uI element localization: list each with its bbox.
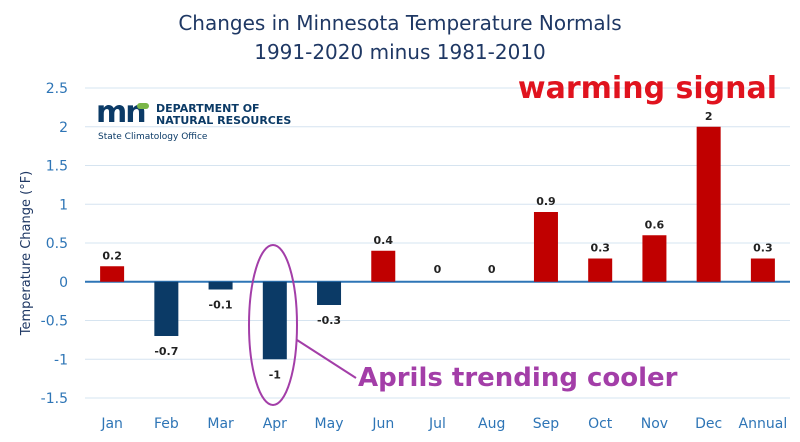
annotation-warming-signal: warming signal xyxy=(518,71,777,106)
y-axis-label: Temperature Change (°F) xyxy=(19,171,34,337)
data-label-sep: 0.9 xyxy=(536,195,556,208)
x-tick-label-may: May xyxy=(315,416,344,432)
bar-jun xyxy=(371,250,396,282)
data-label-aug: 0 xyxy=(488,263,496,276)
data-label-annual: 0.3 xyxy=(753,242,773,255)
chart-title: Changes in Minnesota Temperature Normals xyxy=(178,11,621,35)
bar-jan xyxy=(100,266,125,282)
logo-line1: DEPARTMENT OF xyxy=(156,102,260,115)
y-tick-label: 2.5 xyxy=(46,81,68,97)
bar-feb xyxy=(154,281,179,336)
bar-oct xyxy=(588,258,613,282)
april-highlight-ellipse xyxy=(248,244,298,406)
y-tick-label: 0.5 xyxy=(46,236,68,252)
y-tick-label: 1 xyxy=(59,197,68,213)
data-label-jul: 0 xyxy=(434,263,442,276)
bar-may xyxy=(317,281,342,305)
bar-apr xyxy=(262,281,287,360)
bar-annual xyxy=(750,258,775,282)
april-callout-line xyxy=(296,339,357,379)
x-tick-label-jul: Jul xyxy=(428,416,446,432)
x-tick-label-feb: Feb xyxy=(154,416,179,432)
y-tick-label: -1 xyxy=(54,352,68,368)
x-tick-label-nov: Nov xyxy=(641,416,668,432)
bar-nov xyxy=(642,235,667,282)
data-label-jun: 0.4 xyxy=(374,234,394,247)
data-label-jan: 0.2 xyxy=(102,249,122,262)
data-label-nov: 0.6 xyxy=(645,218,665,231)
y-tick-label: -0.5 xyxy=(41,314,68,330)
x-tick-label-dec: Dec xyxy=(695,416,722,432)
x-tick-label-oct: Oct xyxy=(588,416,613,432)
data-label-may: -0.3 xyxy=(317,314,341,327)
dnr-logo: mn DEPARTMENT OF NATURAL RESOURCES State… xyxy=(96,95,291,142)
x-tick-label-apr: Apr xyxy=(263,416,287,432)
x-tick-label-sep: Sep xyxy=(533,416,560,432)
data-label-oct: 0.3 xyxy=(590,242,610,255)
x-tick-label-mar: Mar xyxy=(207,416,234,432)
annotation-aprils-cooler: Aprils trending cooler xyxy=(358,363,678,393)
x-tick-label-aug: Aug xyxy=(478,416,505,432)
chart-subtitle: 1991-2020 minus 1981-2010 xyxy=(254,40,546,64)
y-axis: 2.5 2 1.5 1 0.5 0 -0.5 -1 -1.5 xyxy=(41,81,68,407)
logo-line3: State Climatology Office xyxy=(98,132,208,142)
bar-dec xyxy=(696,126,721,282)
data-label-apr: -1 xyxy=(269,368,281,381)
y-tick-label: -1.5 xyxy=(41,391,68,407)
x-tick-label-jan: Jan xyxy=(100,416,123,432)
x-axis: Jan Feb Mar Apr May Jun Jul Aug Sep Oct Nov Dec Annu… xyxy=(100,416,787,432)
y-tick-label: 0 xyxy=(59,275,68,291)
x-tick-label-jun: Jun xyxy=(371,416,394,432)
logo-line2: NATURAL RESOURCES xyxy=(156,114,291,127)
y-tick-label: 1.5 xyxy=(46,159,68,175)
logo-mark: mn xyxy=(96,95,145,130)
data-labels: 0.2 -0.7 -0.1 -1 -0.3 0.4 0 0 0.9 0.3 0.6 2 0.3 xyxy=(102,110,772,382)
logo-leaf xyxy=(137,103,149,109)
bars xyxy=(100,126,775,360)
data-label-feb: -0.7 xyxy=(154,345,178,358)
data-label-mar: -0.1 xyxy=(209,299,233,312)
grid xyxy=(85,87,790,399)
data-label-dec: 2 xyxy=(705,110,713,123)
bar-mar xyxy=(208,281,233,290)
x-tick-label-annual: Annual xyxy=(739,416,788,432)
y-tick-label: 2 xyxy=(59,120,68,136)
bar-sep xyxy=(533,212,558,282)
